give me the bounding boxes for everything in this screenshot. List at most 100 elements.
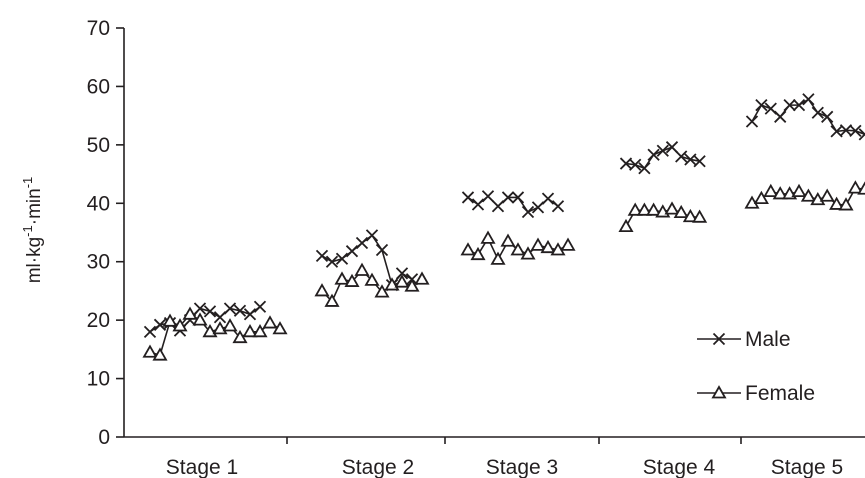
female-data-point: [838, 197, 854, 211]
female-data-point: [490, 251, 506, 265]
female-data-point: [692, 209, 708, 223]
x-axis-ticks: Stage 1 Stage 2 Stage 3 Stage 4 Stage 5: [166, 437, 843, 478]
male-data-point: [213, 311, 227, 324]
female-data-point: [374, 284, 390, 298]
male-data-point: [253, 300, 267, 313]
female-data-point: [344, 273, 360, 287]
male-data-point: [849, 124, 862, 137]
male-data-point: [745, 115, 759, 128]
female-data-point: [819, 188, 835, 202]
female-data-point: [142, 344, 158, 358]
male-data-point: [551, 200, 565, 213]
female-data-point: [560, 237, 576, 251]
female-data-point: [791, 183, 807, 197]
male-data-point: [193, 302, 207, 315]
male-data-point: [335, 252, 349, 265]
female-data-point: [414, 271, 430, 285]
female-data-point: [711, 385, 727, 399]
y-tick-label: 50: [87, 134, 110, 157]
female-data-point: [404, 278, 420, 292]
female-data-point: [627, 202, 643, 216]
y-axis-title-part: ·min: [24, 188, 45, 225]
female-data-point: [334, 271, 350, 285]
male-data-point: [783, 98, 796, 112]
female-data-point: [550, 242, 566, 256]
male-data-point: [802, 93, 815, 106]
male-data-point: [839, 124, 853, 137]
x-tick-label: Stage 5: [771, 456, 843, 478]
male-data-point: [712, 332, 726, 346]
y-tick-label: 30: [87, 251, 110, 274]
axes: [123, 28, 865, 438]
male-data-point: [675, 150, 688, 163]
male-data-point: [531, 201, 545, 214]
female-data-point: [324, 293, 340, 307]
female-data-point: [847, 180, 863, 194]
y-tick-label: 60: [87, 75, 110, 98]
series-male: [143, 93, 865, 338]
y-axis-title-superscript: -1: [20, 177, 35, 189]
legend: Male Female: [697, 328, 815, 405]
female-data-point: [763, 183, 779, 197]
male-data-point: [461, 191, 475, 204]
female-data-point: [510, 242, 526, 256]
male-data-point: [375, 243, 389, 257]
x-tick-label: Stage 4: [643, 456, 716, 478]
female-data-point: [673, 204, 689, 219]
male-data-point: [792, 98, 806, 112]
female-data-point: [500, 233, 516, 247]
x-tick-label: Stage 1: [166, 456, 238, 478]
male-data-point: [665, 141, 679, 154]
male-data-point: [325, 255, 339, 268]
x-tick-label: Stage 3: [486, 456, 558, 478]
female-data-point: [314, 283, 330, 297]
male-data-point: [501, 191, 515, 204]
male-data-point: [345, 245, 359, 258]
y-axis-title: ml·kg-1·min-1: [20, 177, 45, 284]
y-tick-label: 0: [98, 426, 110, 449]
male-data-point: [143, 325, 157, 338]
male-data-point: [638, 162, 651, 175]
female-data-point: [753, 190, 769, 205]
y-axis-label: ml·kg-1·min-1: [20, 177, 45, 284]
legend-label-male: Male: [745, 328, 791, 351]
male-data-point: [521, 205, 535, 219]
y-tick-label: 20: [87, 309, 110, 332]
female-data-point: [172, 318, 188, 332]
male-data-point: [471, 198, 485, 211]
female-data-point: [480, 230, 496, 244]
female-data-point: [192, 312, 208, 326]
series-female: [142, 180, 865, 361]
female-data-point: [540, 239, 556, 254]
female-data-point: [470, 246, 486, 261]
male-data-point: [355, 236, 369, 250]
female-data-point: [829, 196, 845, 210]
male-data-point: [774, 110, 787, 123]
male-data-point: [233, 304, 247, 317]
male-data-point: [243, 308, 257, 321]
male-data-point: [223, 302, 237, 315]
female-data-point: [182, 306, 198, 320]
male-data-point: [395, 267, 409, 280]
female-data-point: [262, 315, 278, 329]
female-data-point: [242, 324, 258, 338]
y-tick-label: 40: [87, 192, 110, 215]
female-data-point: [664, 201, 680, 215]
male-data-point: [153, 318, 167, 331]
male-data-point: [481, 190, 495, 203]
plot-area: [142, 93, 865, 361]
male-data-point: [365, 229, 379, 242]
male-data-point: [511, 191, 525, 204]
female-data-point: [364, 272, 380, 286]
female-data-point: [682, 208, 698, 223]
male-data-point: [203, 305, 217, 318]
male-data-point: [629, 158, 642, 171]
male-data-point: [541, 192, 555, 205]
legend-label-female: Female: [745, 382, 815, 405]
female-data-point: [800, 188, 816, 202]
female-data-point: [162, 313, 178, 327]
male-data-point: [656, 144, 669, 157]
female-data-point: [460, 242, 476, 256]
female-data-point: [530, 237, 546, 251]
